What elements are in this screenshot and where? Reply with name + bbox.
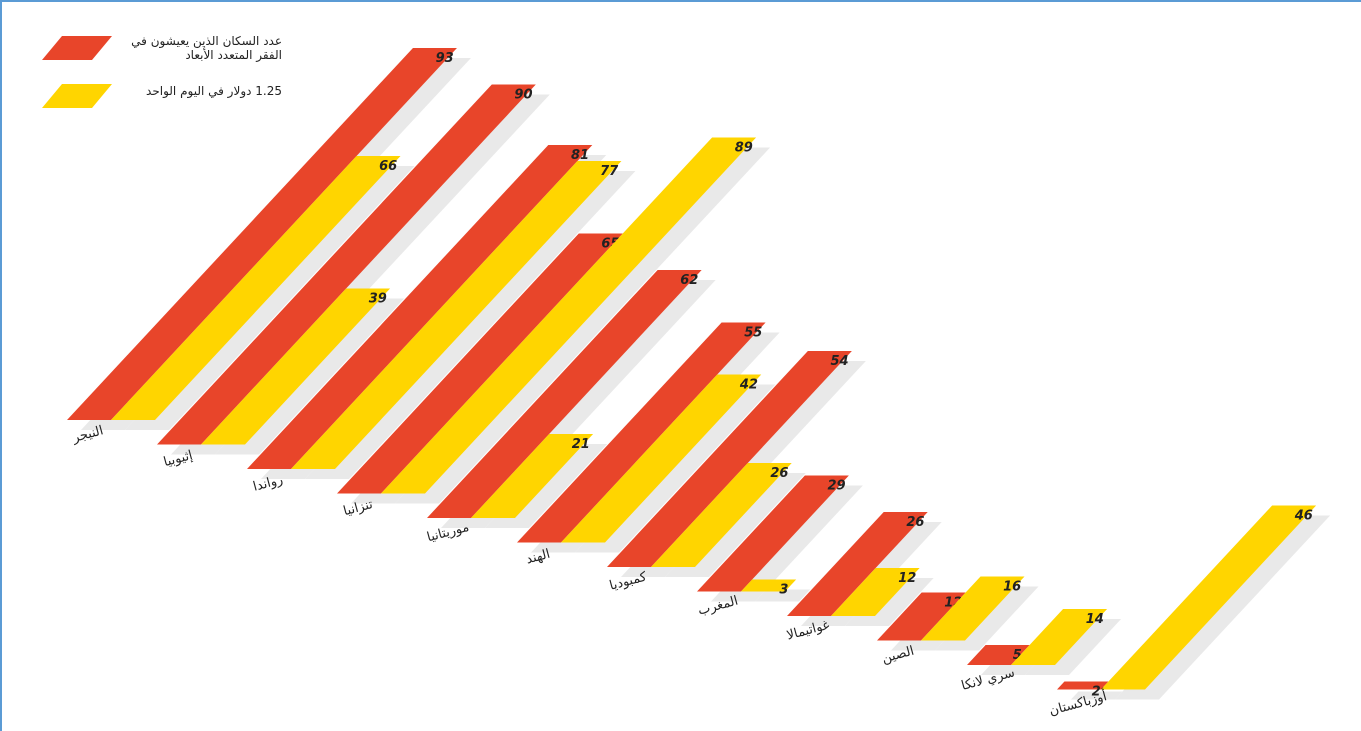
data-label: 77 — [600, 164, 619, 179]
bar — [517, 322, 766, 543]
data-label: 66 — [379, 159, 397, 174]
x-tick-label: رواندا — [252, 472, 285, 494]
data-label: 5 — [1013, 648, 1022, 663]
bar — [1057, 681, 1109, 690]
bar — [471, 434, 594, 518]
data-label: 89 — [735, 141, 753, 156]
bar — [67, 48, 457, 420]
data-label: 21 — [572, 437, 590, 452]
x-tick-label: تنزانيا — [342, 497, 375, 519]
data-label: 14 — [1086, 612, 1104, 627]
data-label: 46 — [1294, 509, 1313, 524]
data-label: 81 — [571, 148, 589, 163]
bar — [651, 463, 792, 567]
x-tick-label: إثيوبيا — [162, 448, 194, 470]
bar — [741, 579, 797, 592]
data-label: 93 — [436, 51, 454, 66]
data-label: 16 — [1003, 580, 1021, 595]
bar — [1101, 505, 1317, 690]
data-label: 26 — [906, 515, 924, 530]
data-label: 62 — [680, 273, 698, 288]
data-label: 55 — [744, 326, 762, 341]
legend-label: 1.25 دولار في اليوم الواحد — [146, 84, 282, 98]
bar — [337, 233, 623, 494]
data-label: 26 — [770, 466, 788, 481]
bar — [921, 576, 1025, 641]
bar — [201, 288, 391, 445]
bar-shadow — [755, 589, 811, 602]
data-label: 42 — [739, 378, 758, 393]
bar — [157, 84, 536, 445]
x-tick-label: النيجر — [70, 423, 105, 446]
x-tick-label: كمبوديا — [608, 569, 649, 593]
legend-swatch — [42, 84, 112, 108]
x-tick-label: المغرب — [696, 594, 739, 619]
bar — [877, 592, 966, 641]
data-label: 2 — [1092, 685, 1101, 700]
data-label: 29 — [828, 479, 846, 494]
data-label: 12 — [898, 571, 916, 586]
x-tick-label: الصين — [880, 644, 915, 667]
data-label: 54 — [831, 354, 849, 369]
legend-swatch — [42, 36, 112, 60]
data-label: 90 — [514, 88, 532, 103]
x-tick-label: الهند — [524, 547, 551, 568]
bar — [787, 512, 928, 616]
legend-label: عدد السكان الذين يعيشون في الفقر المتعدد… — [131, 34, 282, 62]
bar — [427, 270, 702, 518]
x-tick-label: أوزباكستان — [1047, 687, 1108, 719]
bar — [831, 568, 920, 616]
bar — [111, 156, 401, 420]
bar — [1011, 609, 1108, 665]
bar — [561, 374, 762, 543]
bar — [607, 351, 852, 567]
bar — [697, 475, 849, 592]
bar — [381, 137, 757, 494]
data-label: 3 — [779, 583, 788, 598]
data-label: 39 — [369, 292, 387, 307]
bar-shadow — [1071, 691, 1123, 700]
bar — [247, 145, 593, 469]
bar — [967, 645, 1030, 665]
bar — [291, 161, 622, 469]
